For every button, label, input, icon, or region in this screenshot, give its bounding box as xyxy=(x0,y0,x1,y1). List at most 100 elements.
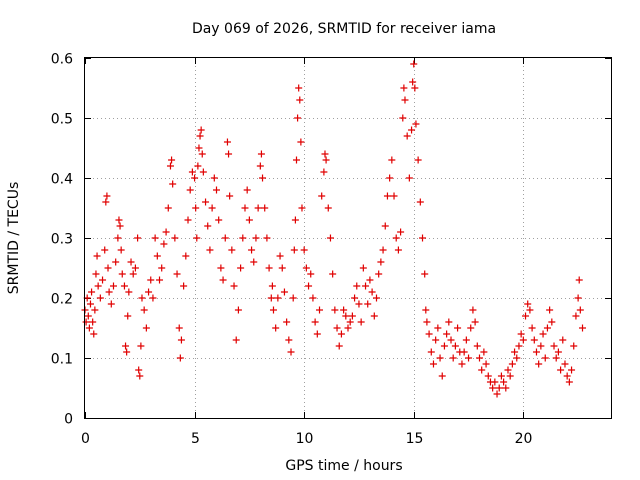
data-point xyxy=(285,336,293,344)
data-point xyxy=(180,282,188,290)
data-point xyxy=(269,306,277,314)
x-tick-label: 20 xyxy=(515,431,533,447)
data-point xyxy=(300,246,308,254)
data-point xyxy=(394,246,402,254)
data-point xyxy=(120,282,128,290)
data-point xyxy=(115,216,123,224)
data-point xyxy=(160,240,168,248)
data-point xyxy=(493,390,501,398)
data-point xyxy=(198,150,206,158)
grid-lines xyxy=(85,58,611,418)
data-point xyxy=(344,324,352,332)
data-point xyxy=(125,288,133,296)
data-point xyxy=(93,252,101,260)
data-point xyxy=(337,330,345,338)
data-point xyxy=(250,258,258,266)
data-point xyxy=(484,372,492,380)
data-point xyxy=(287,348,295,356)
data-point xyxy=(517,330,525,338)
data-point xyxy=(451,342,459,350)
data-point xyxy=(565,378,573,386)
data-point xyxy=(469,306,477,314)
data-point xyxy=(495,384,503,392)
data-point xyxy=(357,318,365,326)
data-point xyxy=(156,276,164,284)
data-point xyxy=(554,348,562,356)
data-point xyxy=(537,342,545,350)
y-tick-label: 0.2 xyxy=(51,292,73,308)
data-point xyxy=(425,330,433,338)
data-point xyxy=(541,354,549,362)
data-point xyxy=(561,360,569,368)
data-point xyxy=(145,288,153,296)
x-tick-label: 0 xyxy=(81,431,90,447)
data-point xyxy=(440,342,448,350)
data-point xyxy=(272,324,280,332)
data-point xyxy=(177,336,185,344)
data-point xyxy=(295,84,303,92)
data-point xyxy=(197,126,205,134)
data-point xyxy=(432,336,440,344)
data-point xyxy=(96,294,104,302)
data-point xyxy=(166,162,174,170)
data-point xyxy=(226,192,234,200)
data-point xyxy=(321,150,329,158)
data-point xyxy=(353,282,361,290)
data-point xyxy=(131,264,139,272)
data-point xyxy=(261,204,269,212)
data-point xyxy=(438,372,446,380)
data-point xyxy=(478,366,486,374)
data-point xyxy=(210,174,218,182)
data-point xyxy=(294,114,302,122)
data-point xyxy=(421,270,429,278)
data-point xyxy=(173,270,181,278)
data-point xyxy=(228,246,236,254)
data-point xyxy=(268,282,276,290)
data-point xyxy=(397,228,405,236)
data-point xyxy=(502,384,510,392)
data-point xyxy=(513,354,521,362)
data-point xyxy=(276,252,284,260)
data-point xyxy=(359,264,367,272)
data-point xyxy=(552,354,560,362)
data-point xyxy=(370,312,378,320)
y-tick-label: 0.5 xyxy=(51,112,73,128)
data-point xyxy=(409,78,417,86)
data-point xyxy=(375,270,383,278)
data-point xyxy=(574,294,582,302)
data-point xyxy=(182,252,190,260)
data-point xyxy=(348,312,356,320)
data-point xyxy=(204,222,212,230)
data-point xyxy=(291,216,299,224)
data-point xyxy=(515,342,523,350)
data-point xyxy=(436,354,444,362)
data-point xyxy=(364,300,372,308)
data-point xyxy=(411,84,419,92)
data-point xyxy=(519,336,527,344)
x-tick-label: 5 xyxy=(191,431,200,447)
data-point xyxy=(140,306,148,314)
data-point xyxy=(416,198,424,206)
data-point xyxy=(297,138,305,146)
data-point xyxy=(539,330,547,338)
data-point xyxy=(316,306,324,314)
data-point xyxy=(460,348,468,356)
data-point xyxy=(257,150,265,158)
data-point xyxy=(169,180,177,188)
data-point xyxy=(136,372,144,380)
x-tick-label: 15 xyxy=(406,431,424,447)
data-point xyxy=(313,330,321,338)
data-point xyxy=(94,282,102,290)
data-point xyxy=(82,318,90,326)
data-point xyxy=(85,324,93,332)
data-point xyxy=(84,312,92,320)
data-point xyxy=(151,234,159,242)
data-point xyxy=(480,348,488,356)
data-point xyxy=(221,234,229,242)
data-points xyxy=(81,60,587,398)
data-point xyxy=(142,324,150,332)
data-point xyxy=(171,234,179,242)
data-point xyxy=(497,372,505,380)
data-point xyxy=(355,300,363,308)
data-point xyxy=(92,270,100,278)
